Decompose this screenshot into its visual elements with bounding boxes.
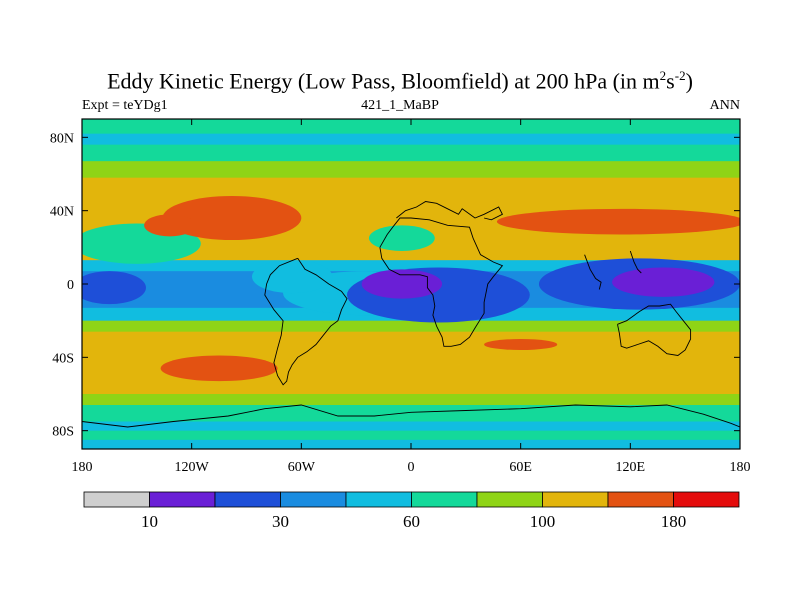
coastline-layer: [82, 201, 740, 428]
contour-region: [162, 196, 302, 240]
colorbar-box: [673, 491, 740, 508]
colorbar-box: [280, 491, 347, 508]
colorbar-box: [607, 491, 674, 508]
title-exponent-1: 2: [659, 68, 667, 83]
coastline: [396, 201, 504, 221]
coastline: [617, 303, 692, 356]
colorbar-box: [345, 491, 412, 508]
colorbar-label: 180: [661, 512, 687, 531]
x-tick-label: 180: [730, 460, 751, 475]
y-tick-label: 40N: [50, 205, 74, 220]
x-tick-label: 180: [72, 460, 93, 475]
y-tick-label: 0: [67, 278, 74, 293]
experiment-label: Expt = teYDg1: [82, 98, 168, 113]
coastline: [584, 254, 602, 290]
colorbar-label: 30: [272, 512, 289, 531]
contour-band: [82, 144, 740, 162]
x-tick-label: 60W: [288, 460, 316, 475]
x-tick-label: 120W: [175, 460, 210, 475]
contour-band: [82, 260, 740, 272]
colorbar: 10 30 60 100 180: [83, 491, 740, 531]
colorbar-label: 10: [141, 512, 158, 531]
contour-region: [82, 271, 146, 305]
title-text: Eddy Kinetic Energy (Low Pass, Bloomfiel…: [107, 68, 660, 94]
coastline: [82, 404, 740, 428]
contour-fill-layer: [82, 119, 740, 449]
contour-band: [82, 161, 740, 179]
axis-ticks: 180 120W 60W 0 60E 120E 180 80N 40N 0 40S 80S: [50, 119, 751, 475]
contour-region: [144, 214, 196, 237]
title-close: ): [685, 68, 693, 94]
title-exponent-2: -2: [674, 68, 686, 83]
colorbar-box: [542, 491, 609, 508]
contour-band: [82, 405, 740, 422]
coastline: [629, 250, 642, 274]
y-tick-label: 40S: [52, 351, 74, 366]
x-tick-label: 60E: [509, 460, 532, 475]
contour-region: [496, 208, 740, 235]
colorbar-box: [476, 491, 543, 508]
colorbar-label: 100: [530, 512, 556, 531]
contour-band: [82, 394, 740, 406]
contour-region: [368, 225, 435, 252]
run-label: 421_1_MaBP: [361, 98, 439, 113]
y-tick-label: 80N: [50, 131, 74, 146]
colorbar-box: [83, 491, 150, 508]
colorbar-box: [149, 491, 216, 508]
season-label: ANN: [709, 98, 740, 113]
contour-region: [484, 339, 558, 350]
contour-region: [160, 355, 278, 382]
contour-band: [82, 421, 740, 432]
contour-band: [82, 320, 740, 333]
contour-region: [251, 260, 333, 294]
coastline: [379, 217, 504, 347]
colorbar-box: [214, 491, 281, 508]
x-tick-label: 0: [408, 460, 415, 475]
contour-band: [82, 119, 740, 135]
y-tick-label: 80S: [52, 425, 74, 440]
x-tick-label: 120E: [616, 460, 646, 475]
chart-title: Eddy Kinetic Energy (Low Pass, Bloomfiel…: [0, 68, 800, 94]
contour-region: [361, 269, 443, 299]
coastline: [264, 257, 348, 386]
colorbar-label: 60: [403, 512, 420, 531]
contour-region: [612, 267, 715, 297]
colorbar-box: [411, 491, 478, 508]
title-unit-s: s: [666, 68, 675, 94]
contour-band: [82, 133, 740, 146]
contour-band: [82, 430, 740, 441]
